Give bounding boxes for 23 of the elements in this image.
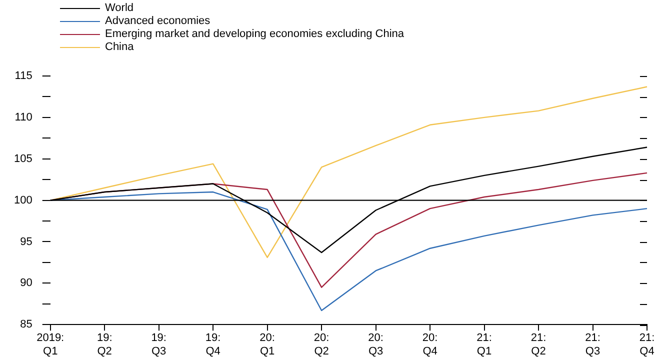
x-tick-label: 2019: Q1: [36, 332, 64, 358]
x-tick-label: 20: Q1: [260, 332, 275, 358]
legend-label: China: [105, 41, 134, 54]
y-tick-label: 100: [14, 194, 32, 206]
x-tick-label: 21: Q1: [476, 332, 492, 358]
x-tick-label: 20: Q4: [422, 332, 438, 358]
x-tick-label: 19: Q4: [205, 332, 221, 358]
legend-label: Advanced economies: [105, 15, 210, 28]
y-tick-label: 90: [20, 277, 32, 290]
y-tick-label: 95: [20, 236, 32, 248]
x-tick-label: 20: Q2: [314, 332, 330, 358]
x-tick-label: 20: Q3: [368, 332, 384, 358]
y-tick-label: 105: [14, 152, 32, 165]
legend-label: World: [105, 2, 134, 15]
legend-label: Emerging market and developing economies excluding China: [105, 28, 404, 41]
x-tick-label: 21: Q3: [585, 332, 600, 358]
x-tick-label: 19: Q3: [151, 332, 166, 358]
x-tick-label: 21: Q4: [639, 332, 655, 358]
x-tick-label: 21: Q2: [530, 332, 546, 358]
y-tick-label: 115: [14, 70, 32, 82]
y-tick-label: 85: [20, 318, 32, 331]
x-tick-label: 19: Q2: [96, 332, 112, 358]
y-tick-label: 110: [14, 111, 32, 124]
